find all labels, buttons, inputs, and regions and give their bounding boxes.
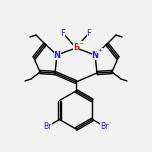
Text: −: − [78,40,84,45]
Text: Br: Br [43,122,52,131]
Text: F: F [86,29,92,38]
Text: N: N [54,50,60,59]
Text: Br: Br [100,122,109,131]
Text: +: + [97,47,103,52]
Text: N: N [92,50,98,59]
Text: F: F [60,29,66,38]
Text: B: B [73,43,79,52]
